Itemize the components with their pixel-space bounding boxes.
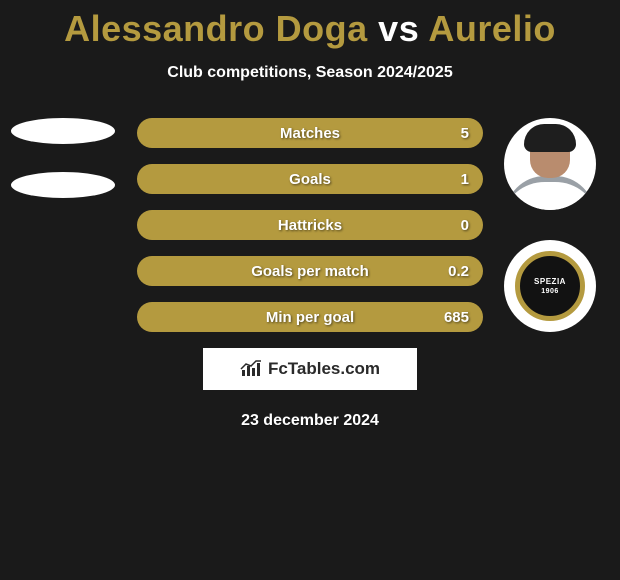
club-name: SPEZIA xyxy=(534,277,566,286)
player1-club-placeholder xyxy=(11,172,115,198)
player2-avatar xyxy=(504,118,596,210)
stat-value: 0.2 xyxy=(448,263,469,280)
title-vs: vs xyxy=(378,8,419,49)
stat-bar-goals-per-match: Goals per match 0.2 xyxy=(137,256,483,286)
stat-bar-goals: Goals 1 xyxy=(137,164,483,194)
stat-bar-min-per-goal: Min per goal 685 xyxy=(137,302,483,332)
stat-label: Goals xyxy=(289,171,331,188)
title-player1: Alessandro Doga xyxy=(64,8,368,49)
stat-label: Min per goal xyxy=(266,309,354,326)
stat-value: 0 xyxy=(461,217,469,234)
bar-chart-icon xyxy=(240,360,262,378)
watermark: FcTables.com xyxy=(203,348,417,390)
stat-label: Goals per match xyxy=(251,263,369,280)
club-year: 1906 xyxy=(541,288,559,295)
player1-avatar-placeholder xyxy=(11,118,115,144)
stat-value: 685 xyxy=(444,309,469,326)
player2-club-badge: SPEZIA 1906 xyxy=(504,240,596,332)
stat-value: 1 xyxy=(461,171,469,188)
title-player2: Aurelio xyxy=(428,8,556,49)
stat-value: 5 xyxy=(461,125,469,142)
generation-date: 23 december 2024 xyxy=(0,412,620,430)
subtitle: Club competitions, Season 2024/2025 xyxy=(0,64,620,82)
stat-bars: Matches 5 Goals 1 Hattricks 0 Goals per … xyxy=(137,118,483,332)
club-badge-inner: SPEZIA 1906 xyxy=(515,251,585,321)
avatar-body-shape xyxy=(505,176,595,210)
avatar-hair-shape xyxy=(524,124,576,152)
stat-bar-hattricks: Hattricks 0 xyxy=(137,210,483,240)
page-title: Alessandro Doga vs Aurelio xyxy=(0,0,620,50)
watermark-text: FcTables.com xyxy=(268,359,380,379)
left-player-column xyxy=(8,118,118,226)
stat-label: Hattricks xyxy=(278,217,342,234)
stat-bar-matches: Matches 5 xyxy=(137,118,483,148)
right-player-column: SPEZIA 1906 xyxy=(495,118,605,332)
comparison-panel: Matches 5 Goals 1 Hattricks 0 Goals per … xyxy=(0,118,620,332)
stat-label: Matches xyxy=(280,125,340,142)
